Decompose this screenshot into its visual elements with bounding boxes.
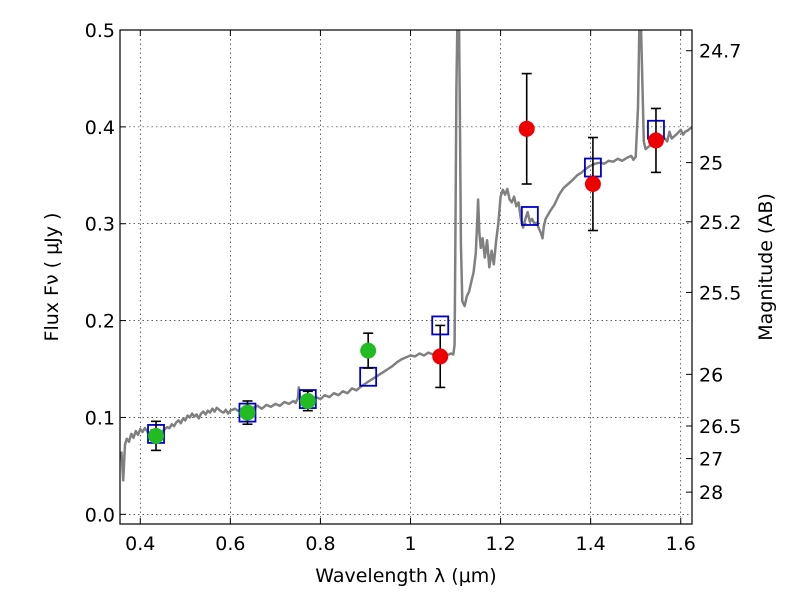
magnitude-tick-label: 27 <box>699 449 723 471</box>
observed-flux-point <box>239 400 256 426</box>
plot-area <box>120 30 692 482</box>
flux-marker <box>432 348 449 365</box>
x-tick-label: 0.8 <box>305 533 335 555</box>
y-tick-label: 0.3 <box>85 214 115 236</box>
observed-flux-point <box>148 420 165 452</box>
model-spectrum-line <box>120 30 692 482</box>
magnitude-tick-label: 26.5 <box>699 416 741 438</box>
x-tick-label: 1 <box>404 533 416 555</box>
x-tick-label: 1.4 <box>576 533 606 555</box>
observed-flux-point <box>518 72 535 185</box>
y-tick-label: 0.2 <box>85 311 115 333</box>
observed-flux-point <box>584 136 601 232</box>
flux-marker <box>239 404 256 421</box>
flux-marker <box>299 392 316 409</box>
y-tick-label: 0.4 <box>85 117 115 139</box>
y-tick-label: 0.0 <box>85 504 115 526</box>
x-tick-label: 1.2 <box>485 533 515 555</box>
flux-marker <box>584 176 601 193</box>
observed-flux-point <box>360 332 377 369</box>
magnitude-tick-label: 25 <box>699 153 723 175</box>
magnitude-tick-label: 25.2 <box>699 212 741 234</box>
flux-marker <box>647 132 664 149</box>
magnitude-tick-label: 26 <box>699 364 723 386</box>
flux-marker <box>518 120 535 137</box>
model-photometry-square <box>520 206 539 226</box>
y-axis-label: Flux Fν ( μJy ) <box>41 213 63 342</box>
right-axis-label: Magnitude (AB) <box>755 193 777 341</box>
x-axis-label: Wavelength λ (μm) <box>315 565 496 587</box>
magnitude-tick-label: 24.7 <box>699 41 741 63</box>
y-tick-label: 0.1 <box>85 407 115 429</box>
observed-flux-point <box>432 324 449 389</box>
axis-ticks: 0.4 0.6 0.8 1 1.2 1.4 1.6 0.0 0.1 0.2 0.3 0.4 0.5 24.… <box>85 20 742 555</box>
x-tick-label: 0.6 <box>215 533 245 555</box>
plot-frame <box>119 29 693 525</box>
grid-lines <box>120 29 692 524</box>
flux-marker <box>360 342 377 359</box>
y-tick-label: 0.5 <box>85 20 115 42</box>
observed-flux-point <box>299 390 316 412</box>
observed-flux-point <box>647 107 664 174</box>
magnitude-tick-label: 25.5 <box>699 282 741 304</box>
x-tick-label: 0.4 <box>125 533 155 555</box>
magnitude-tick-label: 28 <box>699 482 723 504</box>
x-tick-label: 1.6 <box>666 533 696 555</box>
flux-marker <box>148 427 165 444</box>
